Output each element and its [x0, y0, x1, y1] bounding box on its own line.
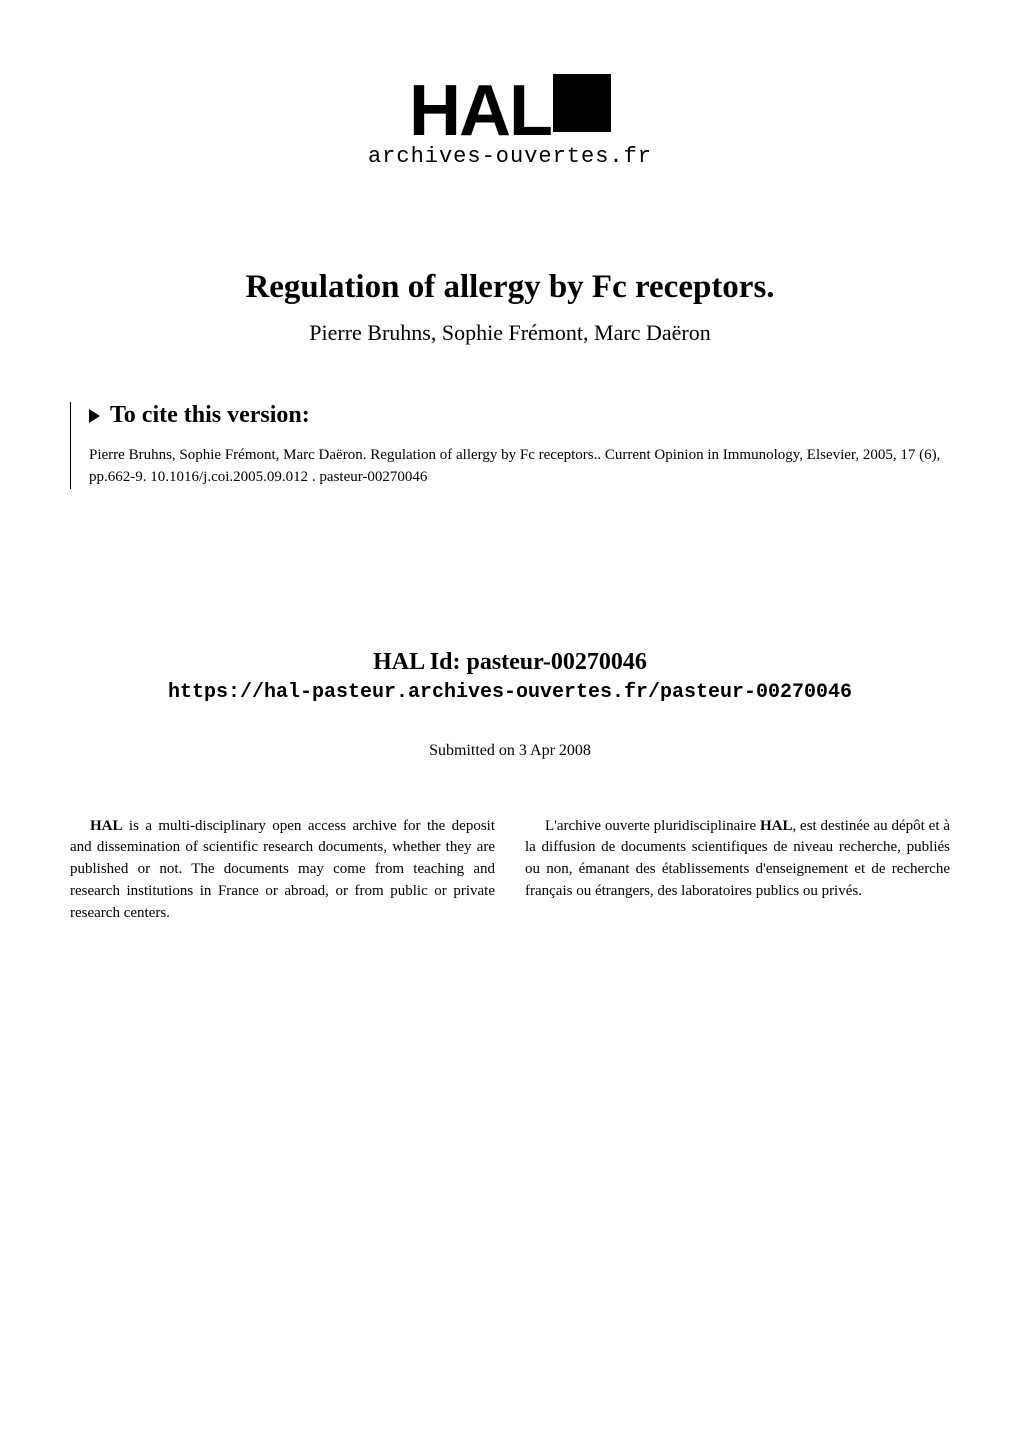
citation-part2: . [308, 469, 319, 485]
cite-heading: To cite this version: [110, 402, 310, 429]
paper-title: Regulation of allergy by Fc receptors. [70, 269, 950, 306]
hal-logo-square [553, 74, 611, 132]
left-bold-lead: HAL [90, 818, 123, 834]
right-column: L'archive ouverte pluridisciplinaire HAL… [525, 816, 950, 925]
hal-id-section: HAL Id: pasteur-00270046 https://hal-pas… [70, 649, 950, 704]
left-column-text: HAL is a multi-disciplinary open access … [70, 818, 495, 921]
hal-logo-subtitle: archives-ouvertes.fr [368, 144, 652, 169]
right-column-text: L'archive ouverte pluridisciplinaire HAL… [525, 818, 950, 899]
left-text: is a multi-disciplinary open access arch… [70, 818, 495, 921]
description-columns: HAL is a multi-disciplinary open access … [70, 816, 950, 925]
left-column: HAL is a multi-disciplinary open access … [70, 816, 495, 925]
right-lead-text: L'archive ouverte pluridisciplinaire [545, 818, 760, 834]
hal-id-label: HAL Id: [373, 649, 466, 675]
hal-id-value: pasteur-00270046 [466, 649, 646, 675]
citation-hal-ref: pasteur-00270046 [319, 469, 427, 485]
cite-section: To cite this version: Pierre Bruhns, Sop… [70, 402, 950, 489]
cite-heading-row: To cite this version: [89, 402, 950, 429]
submitted-date: Submitted on 3 Apr 2008 [70, 742, 950, 760]
right-bold-mid: HAL [760, 818, 793, 834]
citation-text: Pierre Bruhns, Sophie Frémont, Marc Daër… [89, 445, 950, 489]
hal-logo: HAL archives-ouvertes.fr [368, 70, 652, 169]
paper-authors: Pierre Bruhns, Sophie Frémont, Marc Daër… [70, 320, 950, 346]
hal-url: https://hal-pasteur.archives-ouvertes.fr… [70, 681, 950, 704]
hal-id-line: HAL Id: pasteur-00270046 [70, 649, 950, 676]
citation-doi: 10.1016/j.coi.2005.09.012 [150, 469, 308, 485]
hal-logo-text: HAL [409, 71, 551, 151]
triangle-icon [89, 409, 100, 423]
hal-logo-container: HAL archives-ouvertes.fr [70, 70, 950, 169]
